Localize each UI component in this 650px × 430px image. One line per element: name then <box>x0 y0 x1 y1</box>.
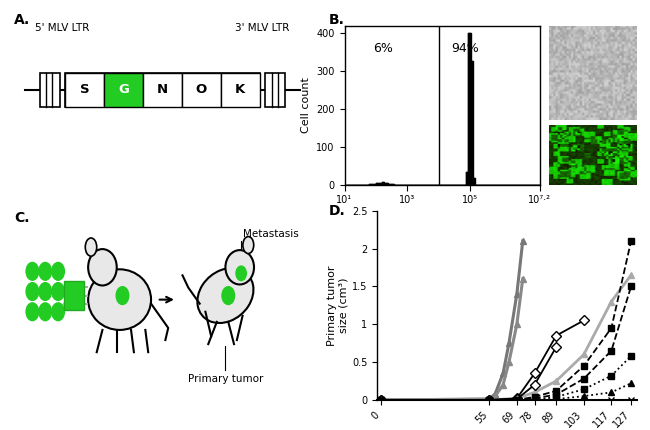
Circle shape <box>39 283 51 301</box>
Circle shape <box>116 287 129 304</box>
Text: 6%: 6% <box>374 42 393 55</box>
Circle shape <box>26 262 38 280</box>
Bar <box>143 73 182 107</box>
Text: A.: A. <box>14 13 30 27</box>
Text: Metastasis: Metastasis <box>242 229 298 239</box>
Text: D.: D. <box>328 204 345 218</box>
Ellipse shape <box>243 237 254 254</box>
Circle shape <box>52 303 64 321</box>
Ellipse shape <box>226 250 254 285</box>
Bar <box>65 73 260 107</box>
Ellipse shape <box>198 268 254 323</box>
Text: S: S <box>80 83 90 96</box>
Text: 3' MLV LTR: 3' MLV LTR <box>235 23 290 33</box>
Bar <box>265 73 285 107</box>
Bar <box>65 73 104 107</box>
Bar <box>40 73 60 107</box>
Circle shape <box>39 262 51 280</box>
Text: B.: B. <box>328 13 344 27</box>
Bar <box>182 73 221 107</box>
Y-axis label: Cell count: Cell count <box>301 77 311 133</box>
Text: G: G <box>118 83 129 96</box>
Text: Primary tumor: Primary tumor <box>188 375 263 384</box>
Text: N: N <box>157 83 168 96</box>
Text: O: O <box>196 83 207 96</box>
Ellipse shape <box>85 238 97 256</box>
Text: 5' MLV LTR: 5' MLV LTR <box>35 23 90 33</box>
Ellipse shape <box>88 269 151 330</box>
Text: C.: C. <box>14 211 29 225</box>
Circle shape <box>26 303 38 321</box>
Circle shape <box>52 283 64 301</box>
Bar <box>104 73 143 107</box>
Bar <box>64 281 84 310</box>
Circle shape <box>222 287 235 304</box>
Circle shape <box>39 303 51 321</box>
Text: 94%: 94% <box>452 42 479 55</box>
Circle shape <box>236 266 246 281</box>
Circle shape <box>26 283 38 301</box>
Y-axis label: Primary tumor
size (cm³): Primary tumor size (cm³) <box>328 265 349 346</box>
Bar <box>221 73 260 107</box>
Circle shape <box>52 262 64 280</box>
Ellipse shape <box>88 249 117 286</box>
X-axis label: EGFP: EGFP <box>428 211 456 221</box>
Text: K: K <box>235 83 246 96</box>
